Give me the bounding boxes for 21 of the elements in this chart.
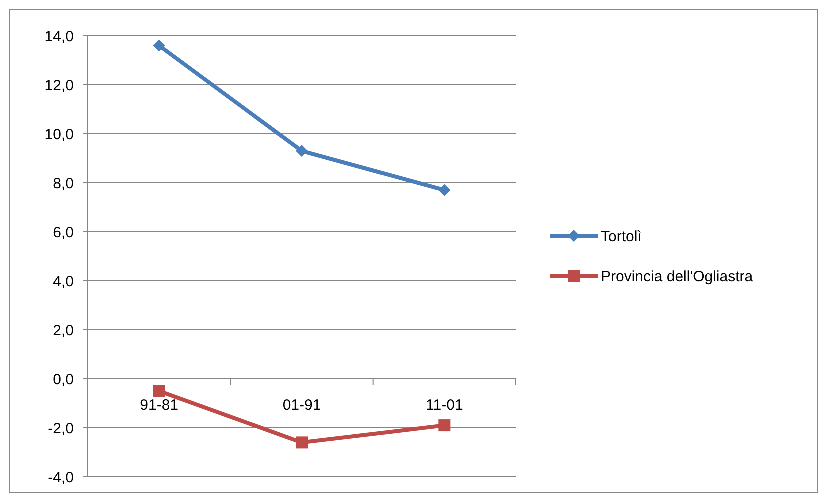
y-tick-label: -2,0 [48,420,74,438]
x-tick-label: 11-01 [426,397,464,414]
point [296,145,308,158]
y-tick-label: 4,0 [53,273,74,290]
y-tick-label: -4,0 [48,469,74,486]
point [153,40,166,52]
y-tick-label: 2,0 [53,322,74,340]
y-tick-label: 0,0 [53,371,74,388]
legend-label: Provincia dell'Ogliastra [601,268,754,286]
y-tick-label: 12,0 [44,77,74,94]
legend-label: Tortolì [601,228,642,246]
y-tick-label: 8,0 [53,175,74,192]
x-tick-label: 01-91 [282,397,322,414]
x-tick-label: 91-81 [140,397,179,414]
point [153,385,166,398]
y-tick-label: 14,0 [44,28,74,46]
point [438,420,451,432]
point [296,436,308,449]
point [438,184,451,196]
y-tick-label: 6,0 [53,224,74,242]
y-tick-label: 10,0 [44,126,74,144]
